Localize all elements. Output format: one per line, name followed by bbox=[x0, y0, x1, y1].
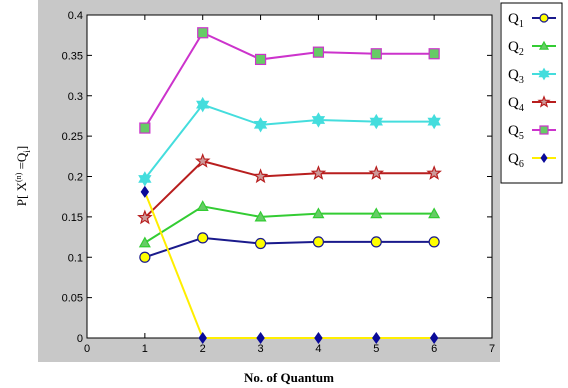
series-q3 bbox=[138, 96, 441, 187]
y-tick-label: 0.25 bbox=[62, 131, 83, 143]
data-point-q4 bbox=[137, 209, 153, 225]
data-point-q3 bbox=[253, 117, 268, 133]
data-point-q4 bbox=[368, 165, 385, 180]
legend-marker bbox=[538, 67, 550, 81]
series-line-q3 bbox=[144, 103, 435, 180]
data-point-q5 bbox=[254, 53, 267, 66]
series-layer bbox=[137, 27, 442, 345]
series-line-q2 bbox=[144, 205, 435, 244]
x-tick-label: 2 bbox=[200, 343, 206, 355]
series-q1 bbox=[139, 232, 440, 263]
series-q2 bbox=[138, 200, 441, 248]
legend-label: Q6 bbox=[508, 151, 524, 170]
data-point-q1 bbox=[197, 232, 209, 244]
legend-marker bbox=[539, 13, 549, 23]
data-point-q6 bbox=[140, 185, 150, 198]
data-point-q3 bbox=[196, 96, 210, 113]
x-tick-label: 7 bbox=[489, 343, 495, 355]
y-tick-label: 0.1 bbox=[68, 252, 83, 264]
y-tick-label: 0.35 bbox=[62, 50, 83, 62]
legend: Q1 Q2 Q3 Q4 Q5 Q6 bbox=[508, 11, 556, 170]
data-point-q6 bbox=[256, 331, 265, 345]
data-point-q5 bbox=[197, 27, 209, 39]
x-tick-label: 0 bbox=[84, 343, 90, 355]
legend-label: Q1 bbox=[508, 11, 524, 30]
x-tick-label: 3 bbox=[258, 343, 264, 355]
data-point-q2 bbox=[312, 207, 325, 219]
y-tick-label: 0.15 bbox=[62, 212, 83, 224]
data-point-q2 bbox=[370, 207, 383, 219]
data-point-q3 bbox=[369, 113, 383, 130]
data-point-q6 bbox=[314, 331, 323, 345]
legend-label: Q4 bbox=[508, 95, 524, 114]
data-point-q1 bbox=[370, 236, 382, 248]
data-point-q3 bbox=[311, 112, 326, 128]
data-point-q2 bbox=[138, 236, 151, 248]
series-q6 bbox=[140, 185, 439, 345]
data-point-q2 bbox=[254, 210, 267, 222]
y-tick-label: 0.2 bbox=[68, 172, 83, 184]
y-axis-label: P[ X(n) =Qi] bbox=[14, 146, 32, 206]
data-point-q1 bbox=[428, 236, 440, 248]
series-line-q4 bbox=[144, 160, 435, 219]
legend-marker bbox=[540, 152, 548, 164]
data-point-q1 bbox=[254, 237, 267, 250]
x-axis-label: No. of Quantum bbox=[244, 370, 334, 385]
y-tick-label: 0.05 bbox=[62, 293, 83, 305]
data-point-q3 bbox=[427, 113, 441, 130]
legend-item-q1: Q1 bbox=[508, 11, 556, 30]
data-point-q4 bbox=[252, 168, 269, 184]
legend-item-q4: Q4 bbox=[508, 95, 556, 114]
legend-item-q6: Q6 bbox=[508, 151, 556, 170]
data-point-q4 bbox=[194, 152, 211, 168]
x-tick-label: 4 bbox=[315, 343, 321, 355]
x-tick-label: 1 bbox=[142, 343, 148, 355]
legend-marker bbox=[538, 40, 550, 50]
series-line-q1 bbox=[144, 236, 435, 259]
legend-label: Q2 bbox=[508, 39, 524, 58]
data-point-q6 bbox=[429, 331, 439, 345]
legend-item-q3: Q3 bbox=[508, 67, 556, 86]
data-point-q6 bbox=[372, 331, 381, 345]
data-point-q4 bbox=[310, 165, 327, 180]
data-point-q6 bbox=[198, 331, 207, 345]
data-point-q2 bbox=[196, 200, 209, 211]
data-point-q5 bbox=[428, 48, 440, 60]
legend-box bbox=[500, 2, 563, 184]
series-q5 bbox=[139, 27, 440, 134]
legend-item-q2: Q2 bbox=[508, 39, 556, 58]
data-point-q5 bbox=[139, 122, 151, 134]
legend-label: Q3 bbox=[508, 67, 524, 86]
data-point-q3 bbox=[138, 171, 152, 187]
legend-label: Q5 bbox=[508, 123, 524, 142]
y-tick-label: 0.3 bbox=[68, 91, 83, 103]
x-tick-label: 6 bbox=[431, 343, 437, 355]
data-point-q5 bbox=[312, 46, 325, 58]
data-point-q5 bbox=[370, 48, 382, 60]
legend-marker bbox=[537, 95, 551, 108]
y-tick-label: 0 bbox=[77, 333, 83, 345]
data-point-q4 bbox=[426, 165, 442, 180]
plot-area bbox=[86, 14, 493, 339]
data-point-q1 bbox=[312, 236, 325, 248]
data-point-q1 bbox=[139, 251, 151, 263]
series-q4 bbox=[137, 152, 442, 225]
series-line-q6 bbox=[143, 191, 435, 339]
series-line-q5 bbox=[144, 31, 435, 129]
x-tick-label: 5 bbox=[373, 343, 379, 355]
legend-marker bbox=[539, 125, 549, 135]
legend-item-q5: Q5 bbox=[508, 123, 556, 142]
y-tick-label: 0.4 bbox=[68, 10, 83, 22]
data-point-q2 bbox=[428, 207, 441, 219]
